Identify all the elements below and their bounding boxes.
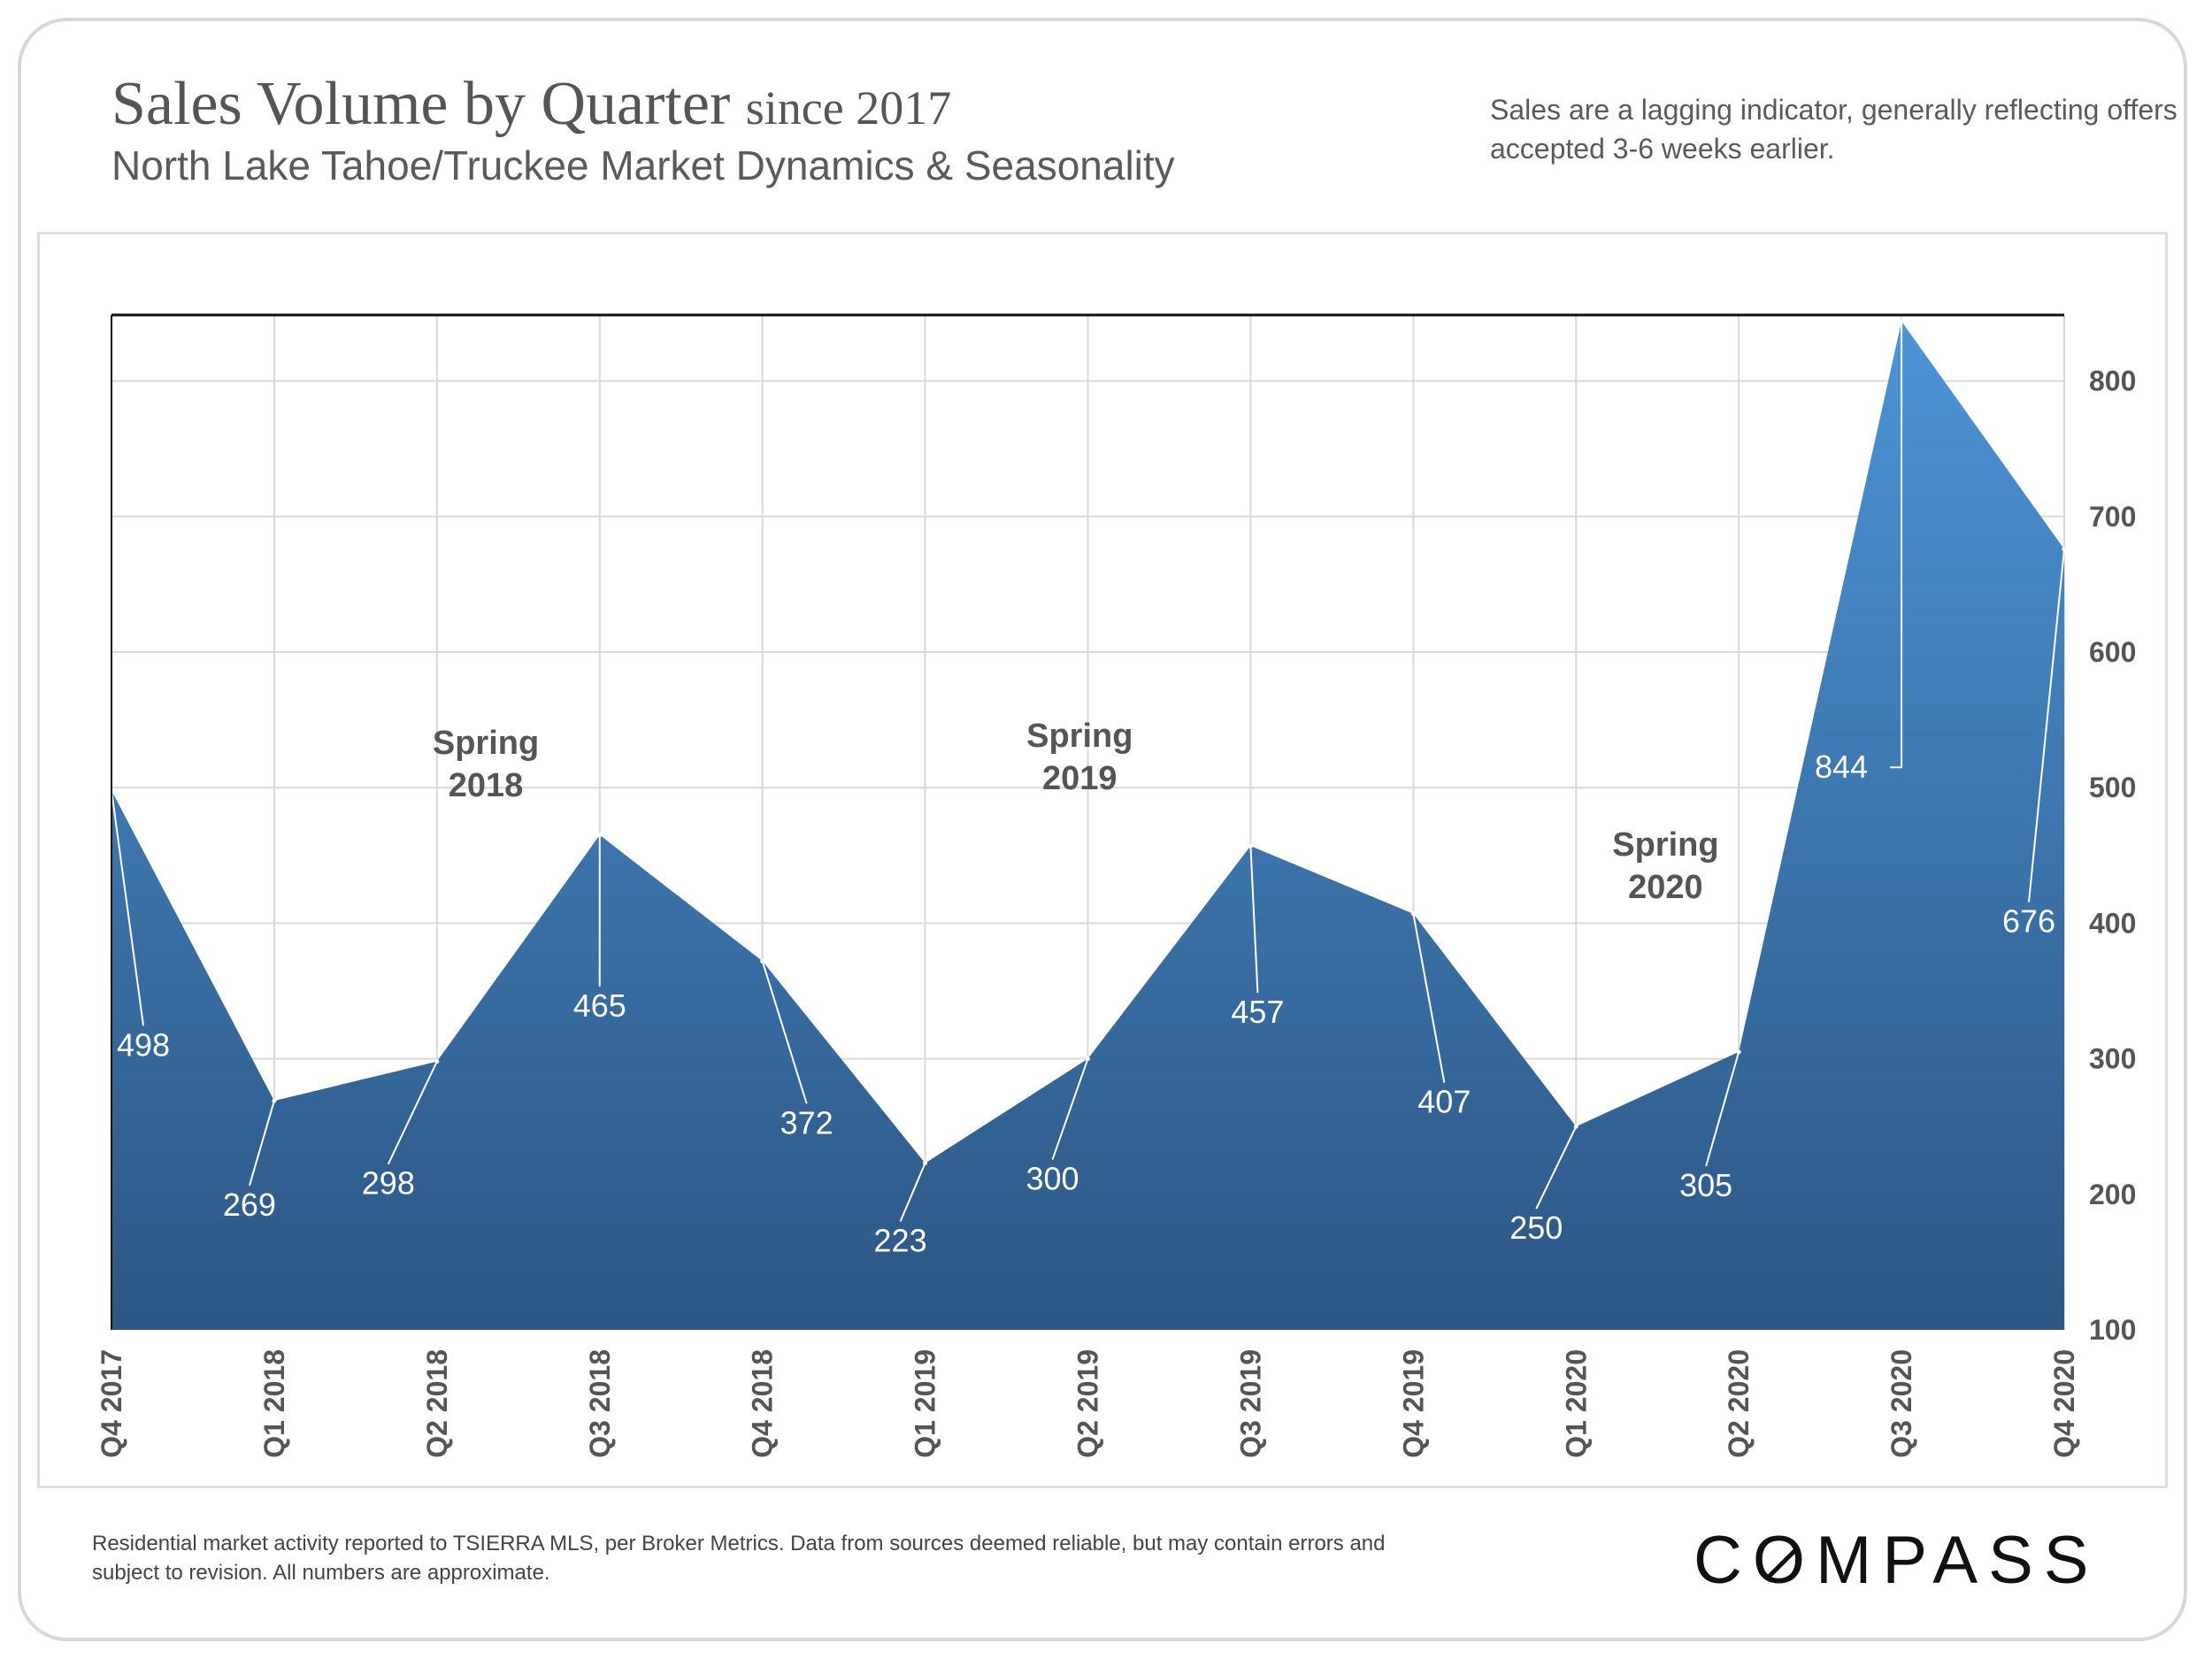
y-tick-label: 700: [2089, 501, 2136, 533]
y-tick-label: 200: [2089, 1179, 2136, 1210]
x-tick-label: Q2 2020: [1723, 1349, 1755, 1458]
x-tick-label: Q1 2018: [258, 1349, 290, 1458]
spring-annotation: 2018: [449, 767, 524, 804]
x-tick-label: Q1 2020: [1560, 1349, 1592, 1458]
chart-title: Sales Volume by Quarter since 2017: [111, 69, 951, 140]
x-tick-label: Q4 2019: [1397, 1349, 1429, 1458]
title-main: Sales Volume by Quarter: [111, 70, 731, 138]
sales-area: [111, 321, 2064, 1331]
season-annotations: Spring 2018 Spring 2019 Spring 2020: [433, 718, 1719, 906]
logo-text-end: MPASS: [1816, 1523, 2100, 1598]
spring-annotation: Spring: [1612, 826, 1718, 864]
plot-frame: [37, 232, 2168, 1488]
spring-annotation: Spring: [1026, 718, 1133, 755]
data-label: 457: [1231, 994, 1284, 1030]
logo-o-glyph: O: [1752, 1523, 1816, 1598]
leader-line: [1412, 913, 1446, 1083]
data-label: 372: [780, 1104, 833, 1141]
data-labels: 498 269 298 465 372 223 300 457 407 250 305 844 676: [117, 749, 2055, 1258]
leader-line: [1890, 321, 1903, 769]
data-label: 223: [874, 1223, 927, 1259]
x-tick-label: Q3 2019: [1234, 1349, 1266, 1458]
y-tick-label: 600: [2089, 636, 2136, 668]
y-tick-label: 500: [2089, 772, 2136, 803]
y-tick-label: 100: [2089, 1314, 2136, 1346]
x-tick-label: Q4 2017: [96, 1349, 127, 1458]
y-tick-label: 400: [2089, 907, 2136, 939]
leader-line: [899, 1163, 926, 1222]
source-footnote: Residential market activity reported to …: [92, 1532, 1386, 1585]
data-label: 250: [1509, 1210, 1563, 1246]
label-leader-lines: [111, 321, 2065, 1222]
leader-line: [248, 1100, 275, 1187]
title-suffix: since 2017: [745, 81, 952, 134]
leader-line: [2028, 549, 2065, 902]
data-label: 498: [117, 1026, 170, 1063]
x-tick-label: Q3 2020: [1886, 1349, 1917, 1458]
spring-annotation: Spring: [433, 725, 539, 762]
chart-subtitle: North Lake Tahoe/Truckee Market Dynamics…: [111, 142, 1175, 188]
y-tick-label: 300: [2089, 1043, 2136, 1075]
axes: 100 200 300 400 500 600 700 800 Q4 2017 Q1 2018 Q2…: [96, 313, 2136, 1458]
y-tick-label: 800: [2089, 365, 2136, 397]
x-tick-label: Q1 2019: [910, 1349, 941, 1458]
leader-line: [1535, 1125, 1578, 1210]
leader-line: [761, 960, 808, 1104]
spring-annotation: 2019: [1042, 760, 1118, 797]
leader-line: [111, 790, 144, 1026]
data-label: 300: [1025, 1161, 1079, 1197]
data-label: 407: [1417, 1084, 1471, 1120]
x-tick-label: Q3 2018: [584, 1349, 616, 1458]
spring-annotation: 2020: [1628, 869, 1703, 906]
logo-text-start: C: [1694, 1523, 1753, 1598]
x-tick-label: Q4 2018: [747, 1349, 779, 1458]
x-tick-label: Q2 2019: [1072, 1349, 1104, 1458]
data-label: 269: [223, 1187, 276, 1223]
data-label: 298: [362, 1165, 415, 1202]
x-tick-label: Q4 2020: [2048, 1349, 2080, 1458]
data-label: 676: [2002, 903, 2055, 940]
data-label: 465: [573, 987, 626, 1024]
leader-line: [1705, 1051, 1740, 1167]
data-label: 844: [1815, 749, 1868, 785]
leader-line: [1249, 846, 1259, 994]
leader-line: [1051, 1058, 1089, 1160]
leader-line: [387, 1061, 438, 1165]
compass-logo: COMPASS: [1694, 1522, 2099, 1599]
x-tick-label: Q2 2018: [421, 1349, 453, 1458]
data-label: 305: [1679, 1167, 1732, 1203]
lagging-indicator-note: Sales are a lagging indicator, generally…: [1490, 94, 2177, 165]
